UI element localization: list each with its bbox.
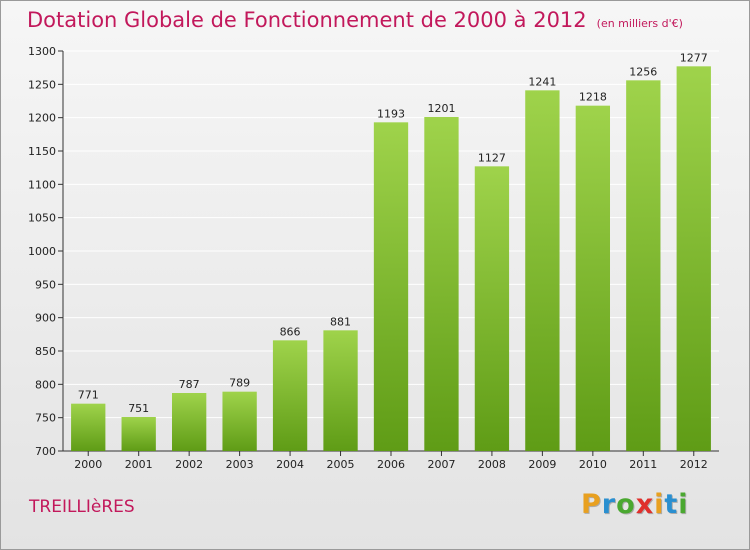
logo-letter: o xyxy=(616,489,636,520)
bar xyxy=(626,80,661,451)
y-tick-label: 1100 xyxy=(28,178,56,191)
bar-value-label: 1277 xyxy=(680,51,708,64)
bar-value-label: 866 xyxy=(280,325,301,338)
chart-subtitle: (en milliers d'€) xyxy=(596,17,683,30)
bar-value-label: 1127 xyxy=(478,151,506,164)
y-tick-label: 800 xyxy=(35,378,56,391)
logo-letter: i xyxy=(678,489,689,520)
bar xyxy=(575,105,611,452)
x-tick-label: 2006 xyxy=(377,458,405,471)
commune-name: TREILLIèRES xyxy=(29,497,135,517)
y-tick-label: 700 xyxy=(35,445,56,458)
x-tick-label: 2003 xyxy=(226,458,254,471)
y-tick-label: 750 xyxy=(35,412,56,425)
x-tick-label: 2010 xyxy=(579,458,607,471)
bar xyxy=(676,66,711,451)
y-tick-label: 850 xyxy=(35,345,56,358)
y-tick-label: 1300 xyxy=(28,45,56,58)
bar-value-label: 1201 xyxy=(427,102,455,115)
y-tick-label: 1150 xyxy=(28,145,56,158)
chart-header: Dotation Globale de Fonctionnement de 20… xyxy=(27,8,683,38)
bar xyxy=(525,90,560,451)
bar-value-label: 751 xyxy=(128,402,149,415)
bar xyxy=(71,403,106,451)
logo-letter: P xyxy=(581,489,602,520)
y-tick-label: 1200 xyxy=(28,112,56,125)
bar-value-label: 787 xyxy=(179,378,200,391)
x-tick-label: 2011 xyxy=(629,458,657,471)
bar xyxy=(121,417,156,451)
x-tick-label: 2004 xyxy=(276,458,304,471)
x-tick-label: 2012 xyxy=(680,458,708,471)
x-tick-label: 2009 xyxy=(528,458,556,471)
bar xyxy=(323,330,358,451)
y-tick-label: 1050 xyxy=(28,212,56,225)
bar-value-label: 1241 xyxy=(528,75,556,88)
proxiti-logo: Proxiti xyxy=(581,489,689,520)
y-tick-label: 1000 xyxy=(28,245,56,258)
bar-value-label: 771 xyxy=(78,389,99,402)
bar-value-label: 881 xyxy=(330,315,351,328)
bar-value-label: 1256 xyxy=(629,65,657,78)
bar xyxy=(424,117,459,451)
logo-letter: r xyxy=(601,489,617,520)
labels: 700 750 800 850 900 950 1000 1050 1100 1150 1200 12… xyxy=(28,45,708,471)
logo-letter: t xyxy=(664,489,679,520)
x-tick-label: 2001 xyxy=(125,458,153,471)
bar xyxy=(222,391,257,451)
x-tick-label: 2008 xyxy=(478,458,506,471)
y-tick-label: 900 xyxy=(35,312,56,325)
logo-letter: x xyxy=(635,489,655,520)
y-tick-label: 950 xyxy=(35,278,56,291)
logo-letter: i xyxy=(654,489,665,520)
bar xyxy=(373,122,409,451)
chart-title: Dotation Globale de Fonctionnement de 20… xyxy=(27,8,587,32)
x-tick-label: 2007 xyxy=(427,458,455,471)
bar xyxy=(474,166,510,452)
y-tick-label: 1250 xyxy=(28,78,56,91)
bar-value-label: 1193 xyxy=(377,107,405,120)
x-tick-label: 2005 xyxy=(327,458,355,471)
bar xyxy=(272,340,308,451)
x-tick-label: 2000 xyxy=(74,458,102,471)
bars xyxy=(71,66,711,452)
x-tick-label: 2002 xyxy=(175,458,203,471)
bar-value-label: 789 xyxy=(229,377,250,390)
bar xyxy=(171,393,207,451)
bar-value-label: 1218 xyxy=(579,91,607,104)
